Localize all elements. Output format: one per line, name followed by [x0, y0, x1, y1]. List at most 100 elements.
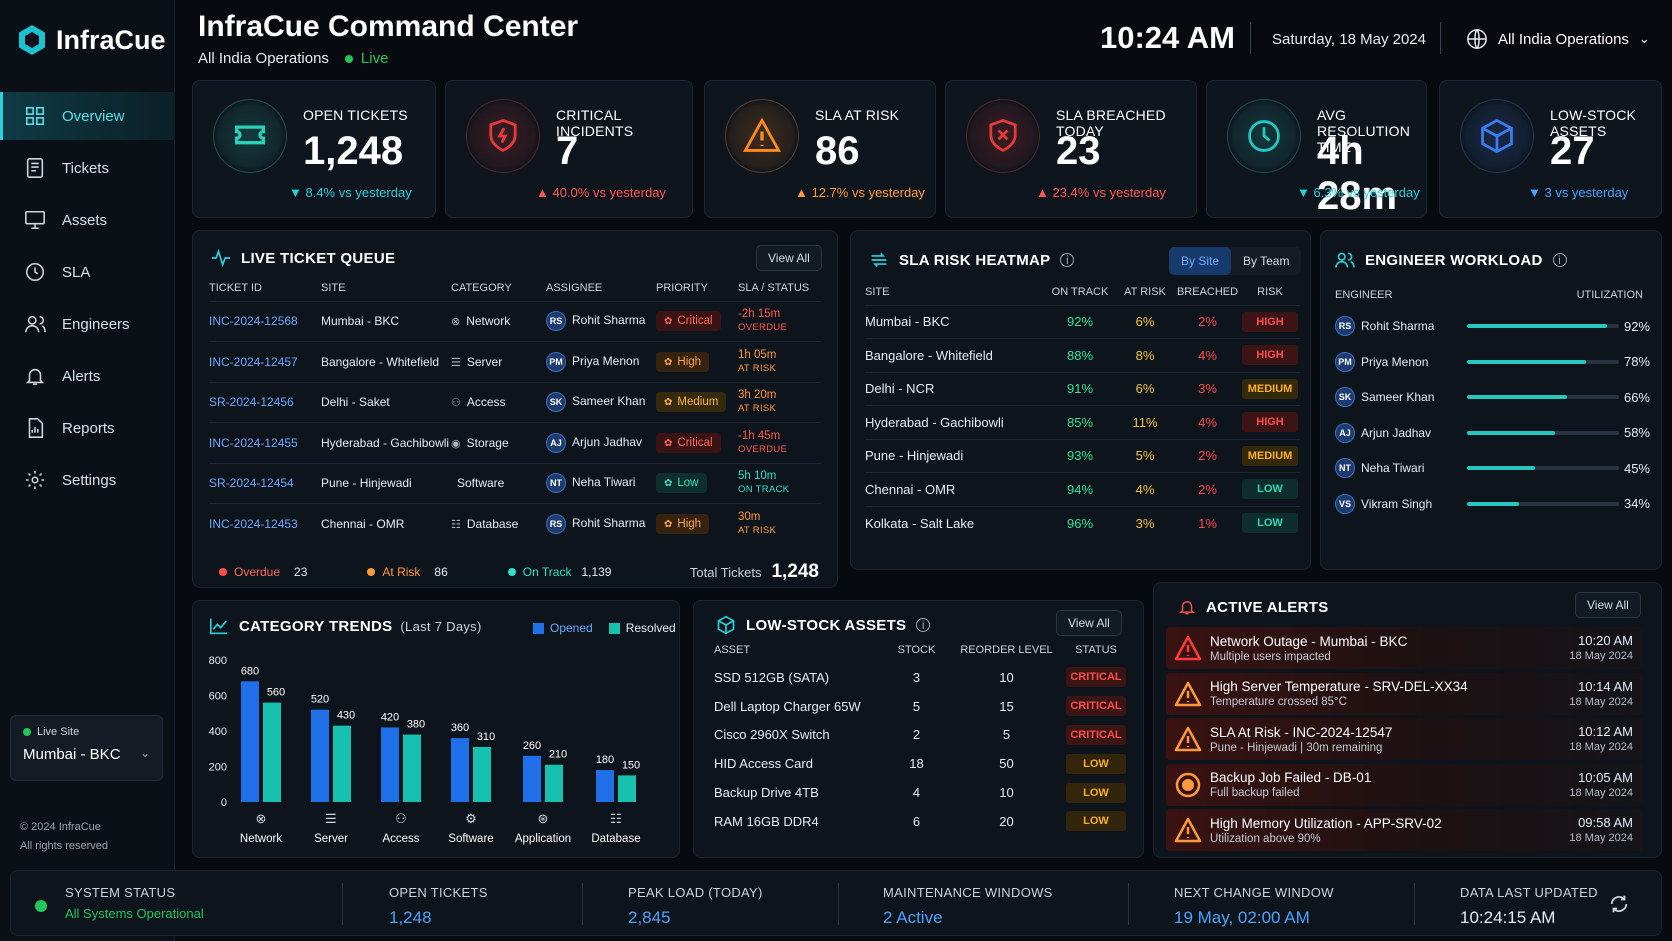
table-row[interactable]: HID Access Card 18 50 LOW: [714, 749, 1128, 778]
kpi-card-sla-breached-today[interactable]: SLA BREACHED TODAY 23 ▲ 23.4% vs yesterday: [945, 80, 1197, 218]
table-row[interactable]: Pune - Hinjewadi 93% 5% 2% MEDIUM: [865, 438, 1300, 473]
table-row[interactable]: Kolkata - Salt Lake 96% 3% 1% LOW: [865, 505, 1300, 540]
avatar: AJ: [1335, 422, 1355, 443]
ticket-id[interactable]: INC-2024-12457: [209, 341, 321, 382]
refresh-icon[interactable]: [1608, 893, 1630, 915]
bar-resolved-network[interactable]: [263, 702, 281, 802]
risk-badge: MEDIUM: [1242, 378, 1298, 399]
kpi-card-critical-incidents[interactable]: CRITICAL INCIDENTS 7 ▲ 40.0% vs yesterday: [445, 80, 693, 218]
table-row[interactable]: Bangalore - Whitefield 88% 8% 4% HIGH: [865, 338, 1300, 372]
table-row[interactable]: SSD 512GB (SATA) 3 10 CRITICAL: [714, 663, 1128, 692]
col-utilization: UTILIZATION: [1576, 289, 1643, 301]
ticket-priority: ✿ High: [656, 341, 738, 382]
table-row[interactable]: SR-2024-12456 Delhi - Saket ⚇ Access SK Samee…: [209, 381, 821, 423]
scope-selector[interactable]: All India Operations ⌄: [1466, 28, 1650, 50]
reorder-level: 5: [1002, 727, 1011, 743]
view-all-button[interactable]: View All: [1056, 610, 1122, 636]
table-row[interactable]: INC-2024-12455 Hyderabad - Gachibowli ◉ Sto…: [209, 422, 821, 463]
live-site-selector[interactable]: Live Site Mumbai - BKC ⌄: [10, 715, 163, 781]
bar-opened-server[interactable]: [311, 709, 329, 802]
ticket-id[interactable]: INC-2024-12455: [209, 422, 321, 463]
sidebar-item-settings[interactable]: Settings: [0, 456, 175, 504]
tab-by-team[interactable]: By Team: [1243, 254, 1290, 268]
table-row[interactable]: Cisco 2960X Switch 2 5 CRITICAL: [714, 721, 1128, 750]
bar-opened-software[interactable]: [451, 738, 469, 802]
application-icon: ⊛: [538, 811, 549, 826]
sidebar-item-label: Reports: [62, 419, 115, 437]
kpi-card-open-tickets[interactable]: OPEN TICKETS 1,248 ▼ 8.4% vs yesterday: [192, 80, 436, 218]
table-row[interactable]: Chennai - OMR 94% 4% 2% LOW: [865, 472, 1300, 506]
table-row[interactable]: Delhi - NCR 91% 6% 3% MEDIUM: [865, 371, 1300, 406]
utilization-value: 92%: [1623, 318, 1650, 334]
site-name: Mumbai - BKC: [865, 304, 1045, 339]
site-name: Kolkata - Salt Lake: [865, 505, 1045, 540]
ticket-id[interactable]: SR-2024-12454: [209, 462, 321, 504]
table-row[interactable]: Hyderabad - Gachibowli 85% 11% 4% HIGH: [865, 405, 1300, 439]
bar-resolved-server[interactable]: [333, 725, 351, 802]
warning-icon: [742, 117, 782, 152]
utilization-value: 66%: [1623, 389, 1650, 405]
clock-icon: [1248, 120, 1280, 152]
alert-item[interactable]: SLA At Risk - INC-2024-12547 Pune - Hinje…: [1166, 718, 1643, 760]
bar-opened-database[interactable]: [596, 770, 614, 802]
alert-item[interactable]: High Server Temperature - SRV-DEL-XX34 Te…: [1166, 672, 1643, 715]
sidebar-item-assets[interactable]: Assets: [0, 196, 175, 244]
bar-resolved-software[interactable]: [473, 746, 491, 802]
sidebar-item-alerts[interactable]: Alerts: [0, 352, 175, 400]
view-all-button[interactable]: View All: [1575, 592, 1641, 618]
overdue-count: 23: [294, 565, 308, 579]
sidebar-item-engineers[interactable]: Engineers: [0, 300, 175, 348]
asset-name: Backup Drive 4TB: [714, 785, 819, 801]
engineer-row[interactable]: AJ Arjun Jadhav 58%: [1335, 418, 1650, 448]
info-icon: i: [1060, 253, 1075, 267]
table-row[interactable]: Dell Laptop Charger 65W 5 15 CRITICAL: [714, 692, 1128, 721]
view-all-button[interactable]: View All: [756, 245, 822, 271]
table-row[interactable]: INC-2024-12568 Mumbai - BKC ⊗ Network RS Rohi…: [209, 300, 821, 342]
sidebar-item-sla[interactable]: SLA: [0, 248, 175, 296]
sla-status: AT RISK: [738, 362, 777, 374]
table-row[interactable]: Backup Drive 4TB 4 10 LOW: [714, 778, 1128, 807]
tab-by-site[interactable]: By Site: [1169, 247, 1232, 275]
peak-load-label: PEAK LOAD (TODAY): [628, 885, 763, 900]
sidebar-item-reports[interactable]: Reports: [0, 404, 175, 452]
priority-label: High: [677, 518, 702, 530]
alert-item[interactable]: High Memory Utilization - APP-SRV-02 Util…: [1166, 809, 1643, 851]
ticket-id[interactable]: INC-2024-12453: [209, 503, 321, 544]
engineer-row[interactable]: NT Neha Tiwari 45%: [1335, 453, 1650, 483]
stock-count: 6: [912, 813, 921, 829]
bar-resolved-database[interactable]: [618, 775, 636, 802]
engineer-row[interactable]: VS Vikram Singh 34%: [1335, 489, 1650, 519]
table-row[interactable]: SR-2024-12454 Pune - Hinjewadi Software NT N…: [209, 462, 821, 504]
ticket-id[interactable]: SR-2024-12456: [209, 381, 321, 423]
bar-opened-access[interactable]: [381, 727, 399, 802]
engineer-row[interactable]: RS Rohit Sharma 92%: [1335, 311, 1650, 341]
bar-opened-application[interactable]: [523, 755, 541, 802]
alert-item[interactable]: Backup Job Failed - DB-01 Full backup fai…: [1166, 763, 1643, 806]
logo[interactable]: InfraCue: [18, 24, 166, 56]
table-row[interactable]: Mumbai - BKC 92% 6% 2% HIGH: [865, 304, 1300, 339]
divider: [1250, 22, 1251, 54]
table-row[interactable]: INC-2024-12457 Bangalore - Whitefield ☰ Ser…: [209, 341, 821, 382]
alert-item[interactable]: Network Outage - Mumbai - BKC Multiple us…: [1166, 627, 1643, 669]
sidebar-item-overview[interactable]: Overview: [0, 92, 175, 140]
engineer-row[interactable]: PM Priya Menon 78%: [1335, 347, 1650, 377]
bar-resolved-access[interactable]: [403, 734, 421, 802]
kpi-card-low-stock-assets[interactable]: LOW-STOCK ASSETS 27 ▼ 3 vs yesterday: [1439, 80, 1662, 218]
engineer-row[interactable]: SK Sameer Khan 66%: [1335, 382, 1650, 412]
alert-date: 18 May 2024: [1569, 786, 1633, 799]
data-label: 420: [381, 711, 399, 723]
legend-swatch-resolved: [608, 622, 620, 634]
kpi-card-avg-resolution-time[interactable]: AVG RESOLUTION TIME 4h 28m ▼ 6.3% vs yeste…: [1206, 80, 1427, 218]
bar-opened-network[interactable]: [241, 681, 259, 802]
sidebar-item-tickets[interactable]: Tickets: [0, 144, 175, 192]
ticket-id[interactable]: INC-2024-12568: [209, 300, 321, 342]
bar-resolved-application[interactable]: [545, 764, 563, 802]
kpi-card-sla-at-risk[interactable]: SLA AT RISK 86 ▲ 12.7% vs yesterday: [704, 80, 936, 218]
risk-badge: MEDIUM: [1242, 445, 1298, 466]
table-row[interactable]: INC-2024-12453 Chennai - OMR ☷ Database RS Ro…: [209, 503, 821, 544]
utilization-value: 34%: [1623, 496, 1650, 511]
ontrack-count: 1,139: [581, 565, 612, 579]
status-badge: LOW: [1066, 811, 1126, 832]
table-row[interactable]: RAM 16GB DDR4 6 20 LOW: [714, 807, 1128, 836]
current-date: Saturday, 18 May 2024: [1272, 31, 1426, 48]
